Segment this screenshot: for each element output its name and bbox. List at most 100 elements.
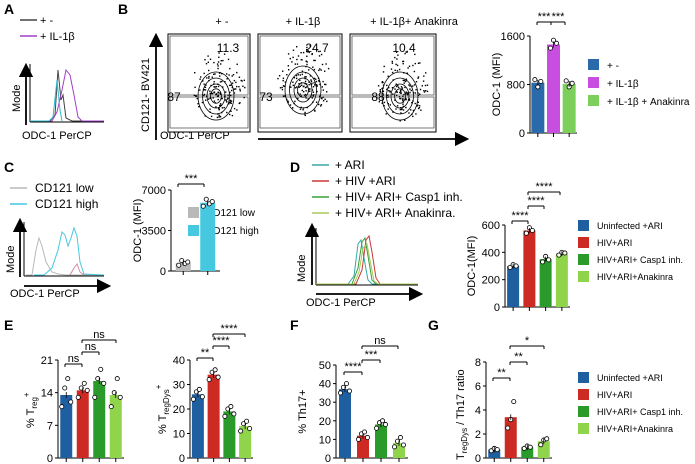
event-dot	[236, 85, 238, 88]
y-tick-label: 6	[475, 381, 481, 393]
event-dot	[217, 91, 219, 94]
event-dot	[312, 86, 315, 88]
data-point	[546, 257, 552, 263]
bar	[539, 259, 552, 307]
event-dot	[396, 85, 398, 88]
event-dot	[423, 75, 425, 77]
event-dot	[403, 79, 405, 82]
density-contour	[390, 83, 410, 109]
event-dot	[225, 100, 227, 102]
chart-F_th17: 0 10 20 30 40 50 % Th17+ ******* ns	[297, 335, 408, 464]
histogram-teal	[30, 79, 63, 122]
event-dot	[400, 112, 402, 114]
y-tick-label: 0	[179, 453, 185, 464]
event-dot	[383, 65, 385, 68]
data-point	[562, 250, 568, 256]
legend-b: + - + IL-1β + IL-1β + Anakinra	[588, 59, 690, 108]
event-dot	[198, 106, 200, 108]
event-dot	[404, 86, 406, 89]
bar	[200, 202, 216, 271]
event-dot	[324, 98, 326, 100]
significance-label: ****	[344, 361, 362, 373]
histogram-low	[26, 236, 104, 276]
panel-letter-c: C	[4, 159, 14, 175]
data-point	[507, 264, 513, 270]
event-dot	[395, 51, 398, 53]
event-dot	[376, 97, 378, 99]
y-tick-label: 0	[160, 266, 166, 278]
panel-letter-b: B	[118, 1, 128, 17]
event-dot	[289, 104, 292, 106]
event-dot	[204, 115, 206, 117]
event-dot	[207, 55, 209, 57]
event-dot	[417, 101, 419, 103]
y-tick-label: 10	[319, 434, 331, 446]
histogram-casp1	[316, 236, 418, 285]
density-contour	[394, 88, 406, 104]
event-dot	[321, 63, 324, 66]
event-dot	[304, 76, 306, 78]
y-axis-label: ODC-1(MFI)	[466, 236, 478, 297]
event-dot	[244, 86, 246, 89]
event-dot	[315, 80, 318, 83]
event-dot	[221, 80, 223, 83]
chart-B_bar: 0 800 1600 ODC-1 (MFI) *** ***	[491, 11, 577, 140]
event-dot	[406, 72, 408, 74]
event-dot	[228, 102, 231, 104]
event-dot	[412, 115, 414, 118]
data-point	[206, 377, 212, 383]
event-dot	[319, 68, 321, 70]
legend-swatch-1	[588, 59, 599, 70]
event-dot	[396, 70, 399, 72]
event-dot	[311, 97, 313, 99]
bar	[175, 262, 191, 271]
event-dot	[230, 102, 232, 104]
event-dot	[243, 79, 245, 81]
bar	[239, 426, 252, 458]
bar	[191, 394, 204, 458]
event-dot	[381, 87, 383, 90]
event-dot	[402, 98, 404, 100]
data-point	[222, 413, 228, 419]
event-dot	[414, 102, 416, 105]
histogram-pink	[69, 262, 85, 276]
data-point	[199, 394, 205, 400]
y-tick-label: 30	[319, 397, 331, 409]
event-dot	[305, 97, 307, 99]
event-dot	[219, 93, 222, 95]
data-point	[532, 77, 538, 83]
event-dot	[302, 109, 304, 111]
data-point	[563, 78, 569, 84]
y-axis-label: ODC-1 (MFI)	[491, 53, 503, 117]
event-dot	[395, 91, 398, 93]
data-point	[540, 259, 546, 265]
data-point	[92, 394, 98, 400]
density-contour	[284, 65, 322, 115]
event-dot	[400, 86, 403, 88]
flow-title-2: + IL-1β	[286, 16, 321, 28]
data-point	[391, 444, 397, 450]
event-dot	[381, 81, 384, 83]
bar	[375, 424, 387, 458]
event-dot	[305, 76, 307, 78]
event-dot	[303, 94, 306, 96]
event-dot	[230, 94, 232, 97]
lower-gate	[259, 96, 341, 129]
event-dot	[219, 115, 222, 118]
x-axis-label: ODC-1 PerCP	[10, 288, 80, 300]
event-dot	[419, 93, 421, 95]
event-dot	[294, 63, 296, 65]
upper-gate	[259, 35, 341, 96]
event-dot	[395, 83, 397, 85]
event-dot	[405, 91, 407, 93]
histogram-anakinra	[316, 242, 418, 285]
event-dot	[205, 84, 207, 86]
event-dot	[312, 66, 314, 68]
event-dot	[391, 62, 394, 64]
density-contour	[297, 82, 309, 98]
event-dot	[239, 88, 241, 90]
bar	[207, 374, 220, 458]
event-dot	[320, 104, 323, 106]
event-dot	[408, 65, 411, 67]
data-point	[548, 45, 554, 51]
